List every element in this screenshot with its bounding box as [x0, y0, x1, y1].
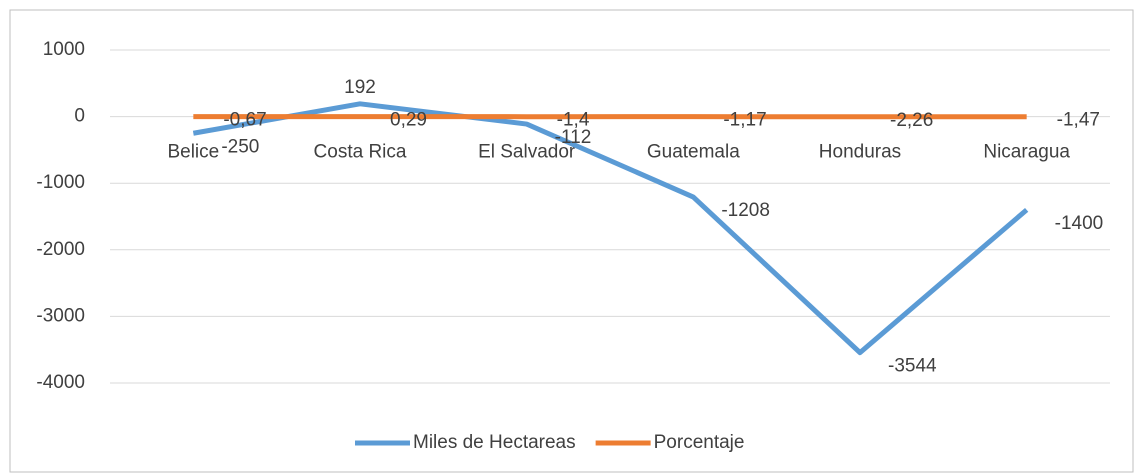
data-label: -1400	[1055, 213, 1104, 234]
series-line	[192, 101, 1029, 356]
x-tick-label: Nicaragua	[983, 142, 1070, 163]
data-label: -112	[555, 127, 592, 148]
x-tick-label: Costa Rica	[314, 142, 407, 163]
data-label: -1,47	[1057, 110, 1100, 131]
x-tick-label: Belice	[167, 142, 219, 163]
x-tick-label: Honduras	[819, 142, 901, 163]
y-tick-label: -3000	[36, 305, 85, 326]
y-tick-label: 0	[74, 106, 85, 127]
chart-border	[9, 9, 1134, 473]
x-tick-label: El Salvador	[478, 142, 576, 163]
data-label: -0,67	[223, 110, 266, 131]
data-label: -3544	[888, 356, 937, 377]
y-tick-label: -4000	[36, 372, 85, 393]
data-label: -1,4	[557, 110, 590, 131]
legend-label: Miles de Hectareas	[413, 432, 576, 453]
legend-label: Porcentaje	[654, 432, 745, 453]
data-label: -250	[221, 136, 259, 157]
data-label: -1,17	[723, 110, 766, 131]
data-label: 192	[344, 77, 376, 98]
y-tick-label: 1000	[43, 39, 85, 60]
y-tick-label: -2000	[36, 239, 85, 260]
data-label: -2,26	[890, 110, 933, 131]
data-label: 0,29	[390, 110, 427, 131]
data-label: -1208	[721, 200, 770, 221]
x-tick-label: Guatemala	[647, 142, 740, 163]
y-tick-label: -1000	[36, 172, 85, 193]
